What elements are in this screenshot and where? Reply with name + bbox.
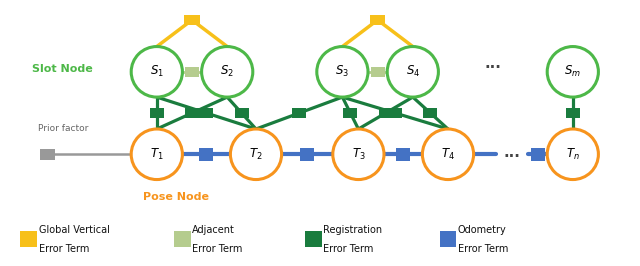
Ellipse shape [202, 47, 253, 97]
Text: $S_{1}$: $S_{1}$ [150, 64, 164, 79]
Bar [531, 148, 545, 161]
Bar [200, 148, 214, 161]
Text: Pose Node: Pose Node [143, 192, 209, 202]
Bar [292, 108, 307, 118]
Bar [20, 231, 37, 247]
Bar [396, 148, 410, 161]
Bar [150, 108, 164, 118]
Text: Odometry: Odometry [458, 225, 507, 235]
Bar [185, 108, 199, 118]
Text: Error Term: Error Term [323, 244, 374, 254]
Bar [344, 108, 358, 118]
Text: $S_{m}$: $S_{m}$ [564, 64, 581, 79]
Bar [424, 108, 438, 118]
Text: Error Term: Error Term [458, 244, 508, 254]
Bar [174, 231, 191, 247]
Ellipse shape [131, 129, 182, 180]
Bar [300, 148, 314, 161]
Bar [440, 231, 456, 247]
Text: Prior factor: Prior factor [38, 124, 89, 133]
Text: ...: ... [504, 146, 520, 160]
Text: $T_{3}$: $T_{3}$ [351, 147, 365, 162]
Bar [379, 108, 393, 118]
Bar [185, 67, 199, 77]
Ellipse shape [547, 129, 598, 180]
Ellipse shape [230, 129, 282, 180]
Text: ...: ... [484, 56, 501, 71]
Text: Error Term: Error Term [192, 244, 243, 254]
Bar [388, 108, 403, 118]
Bar [200, 108, 214, 118]
Bar [184, 15, 200, 25]
Text: $S_{3}$: $S_{3}$ [335, 64, 349, 79]
Text: $T_{4}$: $T_{4}$ [441, 147, 455, 162]
Bar [370, 15, 385, 25]
Ellipse shape [387, 47, 438, 97]
Bar [566, 108, 580, 118]
Ellipse shape [333, 129, 384, 180]
Ellipse shape [422, 129, 474, 180]
Text: Global Vertical: Global Vertical [38, 225, 109, 235]
Bar [40, 149, 55, 160]
Text: $T_{2}$: $T_{2}$ [249, 147, 263, 162]
Ellipse shape [317, 47, 368, 97]
Text: Registration: Registration [323, 225, 383, 235]
Text: $S_{4}$: $S_{4}$ [406, 64, 420, 79]
Text: $T_{n}$: $T_{n}$ [566, 147, 580, 162]
Ellipse shape [131, 47, 182, 97]
Bar [235, 108, 249, 118]
Bar [305, 231, 322, 247]
Text: Error Term: Error Term [38, 244, 89, 254]
Ellipse shape [547, 47, 598, 97]
Text: $S_{2}$: $S_{2}$ [220, 64, 234, 79]
Text: Adjacent: Adjacent [192, 225, 235, 235]
Text: $T_{1}$: $T_{1}$ [150, 147, 164, 162]
Bar [371, 67, 385, 77]
Text: Slot Node: Slot Node [32, 64, 93, 74]
